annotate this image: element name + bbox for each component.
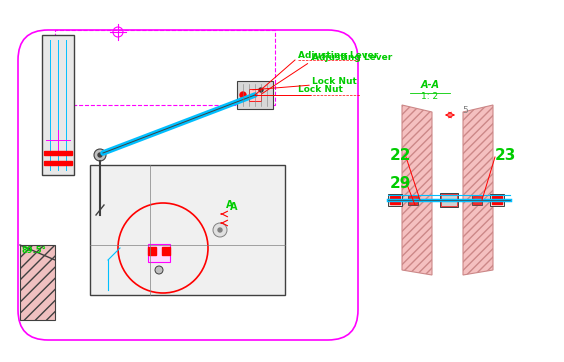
Text: 89.5°: 89.5° (22, 246, 47, 255)
Bar (472, 195, 482, 205)
Text: 29: 29 (390, 176, 411, 191)
Circle shape (98, 153, 102, 157)
Bar (249, 89, 261, 101)
Bar (237, 81, 273, 109)
Bar (44, 161, 72, 165)
Bar (440, 193, 458, 207)
Bar (492, 196, 502, 204)
Polygon shape (463, 105, 493, 275)
Bar (490, 194, 504, 206)
Text: 1: 2: 1: 2 (421, 92, 439, 101)
Bar (388, 194, 402, 206)
Text: A: A (230, 202, 237, 212)
Polygon shape (402, 105, 432, 275)
Bar (42, 35, 74, 175)
Circle shape (155, 266, 163, 274)
Bar (162, 247, 170, 255)
Bar (473, 196, 481, 204)
Bar (408, 195, 418, 205)
Text: 5: 5 (462, 106, 468, 115)
Circle shape (94, 149, 106, 161)
Circle shape (213, 223, 227, 237)
Circle shape (240, 92, 246, 98)
Text: A: A (226, 200, 233, 210)
Text: A-A: A-A (421, 80, 439, 90)
Bar (55, 30, 275, 105)
Text: Adjusting Lever: Adjusting Lever (312, 53, 392, 62)
Text: 23: 23 (495, 148, 517, 163)
Bar (441, 194, 457, 206)
Text: 22: 22 (390, 148, 412, 163)
Bar (390, 196, 400, 204)
Text: Adjusting Lever: Adjusting Lever (298, 51, 378, 60)
Polygon shape (20, 245, 55, 320)
Bar (409, 196, 417, 204)
Bar (148, 244, 170, 262)
Circle shape (218, 228, 222, 232)
Bar (44, 151, 72, 155)
Text: Lock Nut: Lock Nut (312, 77, 357, 86)
Circle shape (259, 88, 263, 92)
Bar (148, 247, 156, 255)
Text: Lock Nut: Lock Nut (298, 85, 343, 94)
Bar (90, 165, 285, 295)
